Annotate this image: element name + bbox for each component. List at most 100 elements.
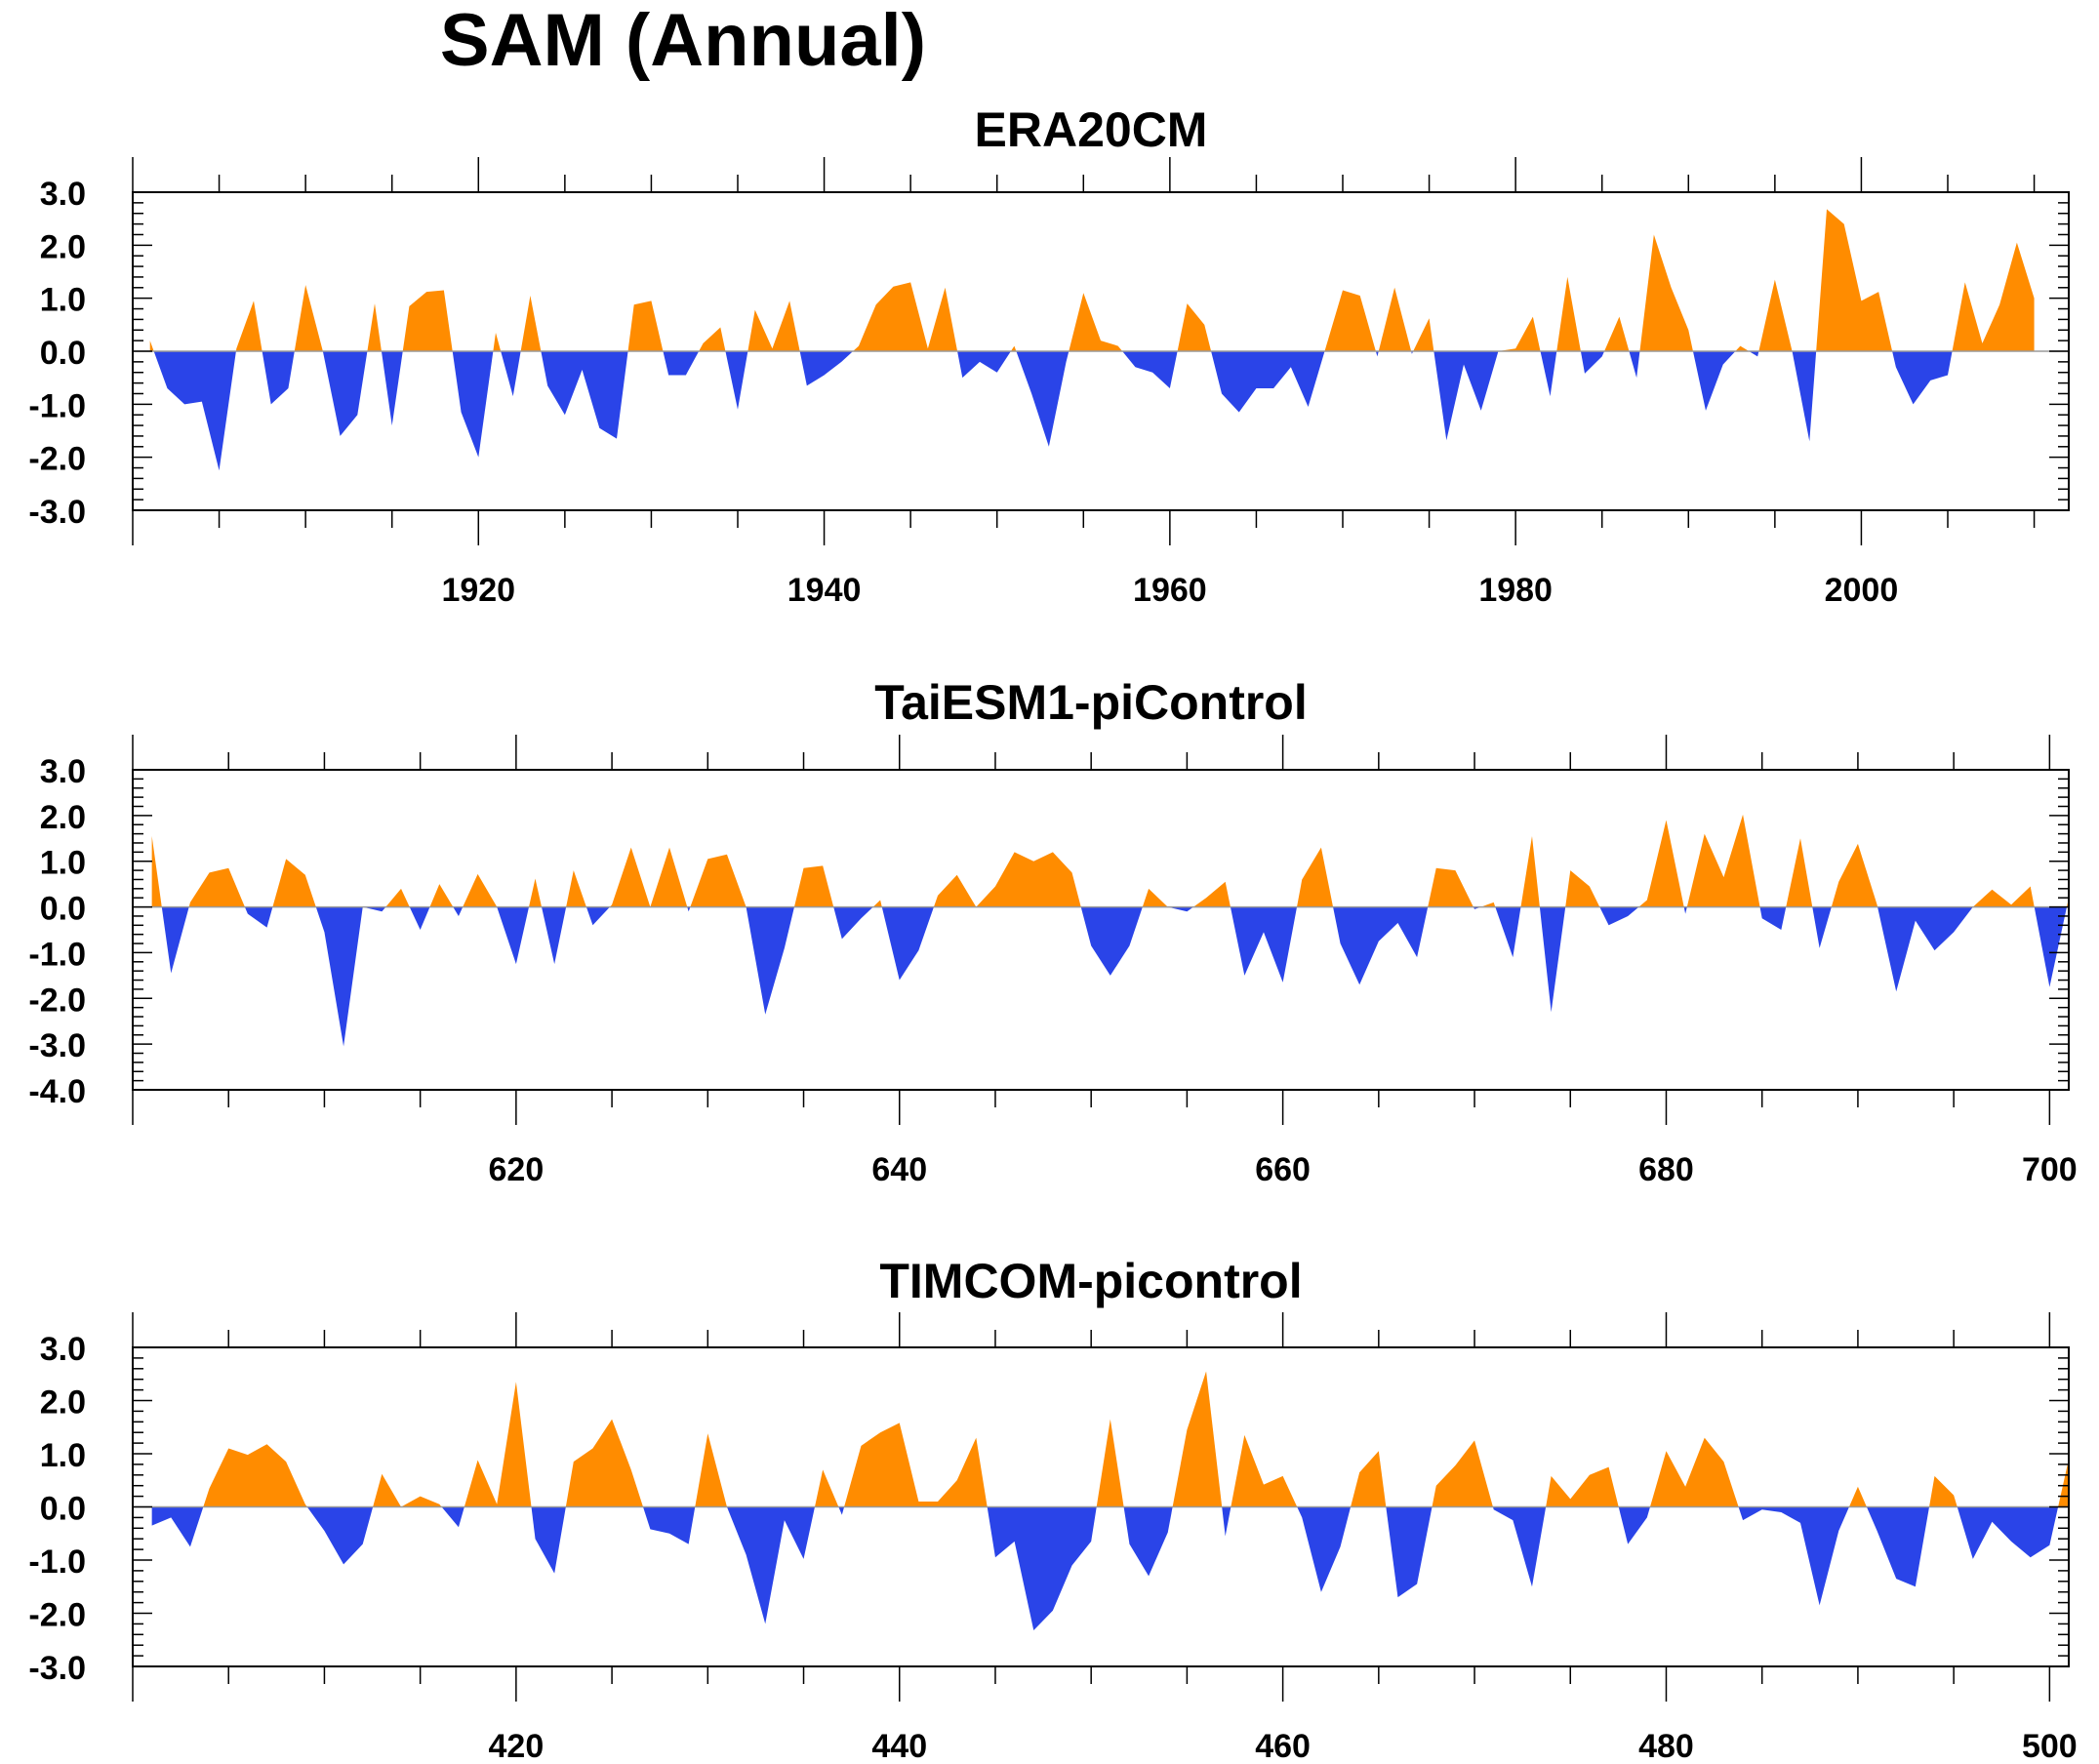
x-tick-label: 440 xyxy=(871,1728,927,1764)
negative-anomaly-area xyxy=(1540,351,1557,397)
plot-frame xyxy=(132,769,2070,1091)
positive-anomaly-area xyxy=(1565,870,1600,907)
negative-anomaly-area xyxy=(1211,351,1325,413)
negative-anomaly-area xyxy=(663,351,700,376)
positive-anomaly-area xyxy=(1177,303,1212,351)
panel-taiesm1-picontrol: TaiESM1-piControl 3.0 2.0 1.0 0.0 -1.0 -2.0 -3.… xyxy=(28,675,2077,1188)
positive-anomaly-area xyxy=(463,873,498,907)
y-tick-label: 2.0 xyxy=(40,1384,86,1422)
negative-anomaly-area xyxy=(531,1506,566,1574)
negative-anomaly-area xyxy=(541,351,628,439)
positive-anomaly-area xyxy=(1556,276,1581,351)
positive-anomaly-area xyxy=(1096,1419,1124,1507)
negative-anomaly-area xyxy=(1539,906,1566,1013)
negative-anomaly-area xyxy=(1375,351,1379,357)
positive-anomaly-area xyxy=(627,301,664,351)
positive-anomaly-area xyxy=(1142,888,1168,907)
negative-anomaly-area xyxy=(1167,906,1193,912)
main-title: SAM (Annual) xyxy=(439,0,927,82)
y-tick-label: -3.0 xyxy=(28,1027,86,1064)
x-tick-label: 700 xyxy=(2022,1151,2078,1188)
positive-anomaly-area xyxy=(1546,1466,1619,1507)
negative-anomaly-area xyxy=(1692,351,1736,411)
positive-anomaly-area xyxy=(690,854,747,907)
y-tick-label: -1.0 xyxy=(28,1544,86,1581)
negative-anomaly-area xyxy=(1749,351,1759,357)
negative-anomaly-area xyxy=(838,1506,845,1515)
negative-anomaly-area xyxy=(441,1506,464,1528)
positive-anomaly-area xyxy=(151,835,162,907)
positive-anomaly-area xyxy=(367,303,382,351)
negative-anomaly-area xyxy=(1016,351,1070,447)
x-tick-label: 660 xyxy=(1255,1151,1311,1188)
negative-anomaly-area xyxy=(725,351,748,410)
negative-anomaly-area xyxy=(1957,1506,2059,1559)
negative-anomaly-area xyxy=(1759,906,1787,930)
positive-anomaly-area xyxy=(565,1419,644,1507)
positive-anomaly-area xyxy=(1413,318,1434,351)
negative-anomaly-area xyxy=(453,906,464,916)
y-tick-label: 3.0 xyxy=(40,753,86,790)
negative-anomaly-area xyxy=(497,906,529,965)
positive-anomaly-area xyxy=(1010,345,1017,351)
negative-anomaly-area xyxy=(409,906,430,930)
y-tick-label: -2.0 xyxy=(28,1597,86,1634)
positive-anomaly-area xyxy=(520,295,542,351)
negative-anomaly-area xyxy=(1812,906,1832,948)
positive-anomaly-area xyxy=(853,282,958,351)
positive-anomaly-area xyxy=(695,1433,727,1507)
x-tick-label: 640 xyxy=(871,1151,927,1188)
positive-anomaly-area xyxy=(1432,1440,1493,1507)
y-tick-label: -1.0 xyxy=(28,387,86,424)
positive-anomaly-area xyxy=(402,290,453,351)
positive-anomaly-area xyxy=(1638,820,1684,907)
positive-anomaly-area xyxy=(1686,814,1760,907)
negative-anomaly-area xyxy=(833,906,873,940)
negative-anomaly-area xyxy=(542,906,567,965)
panel-timcom-picontrol: TIMCOM-picontrol 3.0 2.0 1.0 0.0 -1.0 -2.0 -3.0… xyxy=(28,1254,2077,1764)
positive-anomaly-area xyxy=(1972,886,2035,907)
x-tick-label: 1940 xyxy=(787,572,862,609)
x-tick-label: 1960 xyxy=(1133,572,1207,609)
negative-anomaly-area xyxy=(1683,906,1687,914)
y-tick-label: -4.0 xyxy=(28,1073,86,1110)
y-tick-label: 3.0 xyxy=(40,1331,86,1368)
positive-anomaly-area xyxy=(1735,345,1750,351)
positive-anomaly-area xyxy=(1069,293,1123,351)
positive-anomaly-area xyxy=(1929,1475,1958,1507)
negative-anomaly-area xyxy=(1123,1506,1173,1577)
positive-anomaly-area xyxy=(1786,838,1813,907)
positive-anomaly-area xyxy=(493,332,502,351)
negative-anomaly-area xyxy=(585,906,610,926)
positive-anomaly-area xyxy=(1498,316,1541,351)
negative-anomaly-area xyxy=(151,1506,204,1547)
negative-anomaly-area xyxy=(1433,351,1499,441)
y-tick-label: -3.0 xyxy=(28,1650,86,1687)
negative-anomaly-area xyxy=(1618,1506,1650,1544)
y-tick-label: 0.0 xyxy=(40,1491,86,1528)
panel-title: TIMCOM-picontrol xyxy=(879,1254,1302,1308)
negative-anomaly-area xyxy=(1580,351,1605,374)
x-tick-label: 680 xyxy=(1638,1151,1694,1188)
negative-anomaly-area xyxy=(799,351,854,386)
positive-anomaly-area xyxy=(1758,279,1793,351)
panel-title: ERA20CM xyxy=(975,102,1208,157)
panel-era20cm: ERA20CM 3.0 2.0 1.0 0.0 -1.0 -2.0 -3.0 1920 1940 1… xyxy=(28,102,2070,609)
positive-anomaly-area xyxy=(1324,290,1376,351)
negative-anomaly-area xyxy=(1333,906,1429,985)
negative-anomaly-area xyxy=(1492,1506,1547,1587)
negative-anomaly-area xyxy=(1297,1506,1352,1592)
negative-anomaly-area xyxy=(1495,906,1521,958)
y-tick-label: -3.0 xyxy=(28,494,86,531)
x-tick-label: 420 xyxy=(489,1728,545,1764)
positive-anomaly-area xyxy=(1604,316,1630,351)
positive-anomaly-area xyxy=(1816,209,1893,351)
negative-anomaly-area xyxy=(1122,351,1178,389)
negative-anomaly-area xyxy=(244,906,273,928)
x-tick-label: 460 xyxy=(1255,1728,1311,1764)
positive-anomaly-area xyxy=(464,1382,532,1507)
negative-anomaly-area xyxy=(306,1506,374,1565)
positive-anomaly-area xyxy=(1172,1371,1223,1507)
positive-anomaly-area xyxy=(1848,1486,1867,1507)
positive-anomaly-area xyxy=(609,847,688,907)
